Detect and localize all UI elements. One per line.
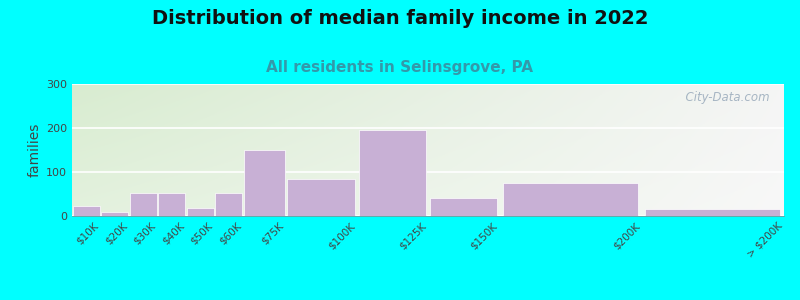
Bar [244, 150, 285, 216]
Bar [158, 193, 186, 216]
Y-axis label: families: families [28, 123, 42, 177]
Bar [186, 208, 214, 216]
Bar [130, 193, 157, 216]
Bar [430, 197, 498, 216]
Bar [645, 209, 781, 216]
Bar [215, 193, 242, 216]
Bar [502, 183, 638, 216]
Bar [101, 212, 128, 216]
Text: All residents in Selinsgrove, PA: All residents in Selinsgrove, PA [266, 60, 534, 75]
Bar [287, 179, 355, 216]
Bar [73, 206, 100, 216]
Text: City-Data.com: City-Data.com [678, 91, 770, 103]
Text: Distribution of median family income in 2022: Distribution of median family income in … [152, 9, 648, 28]
Bar [358, 130, 426, 216]
